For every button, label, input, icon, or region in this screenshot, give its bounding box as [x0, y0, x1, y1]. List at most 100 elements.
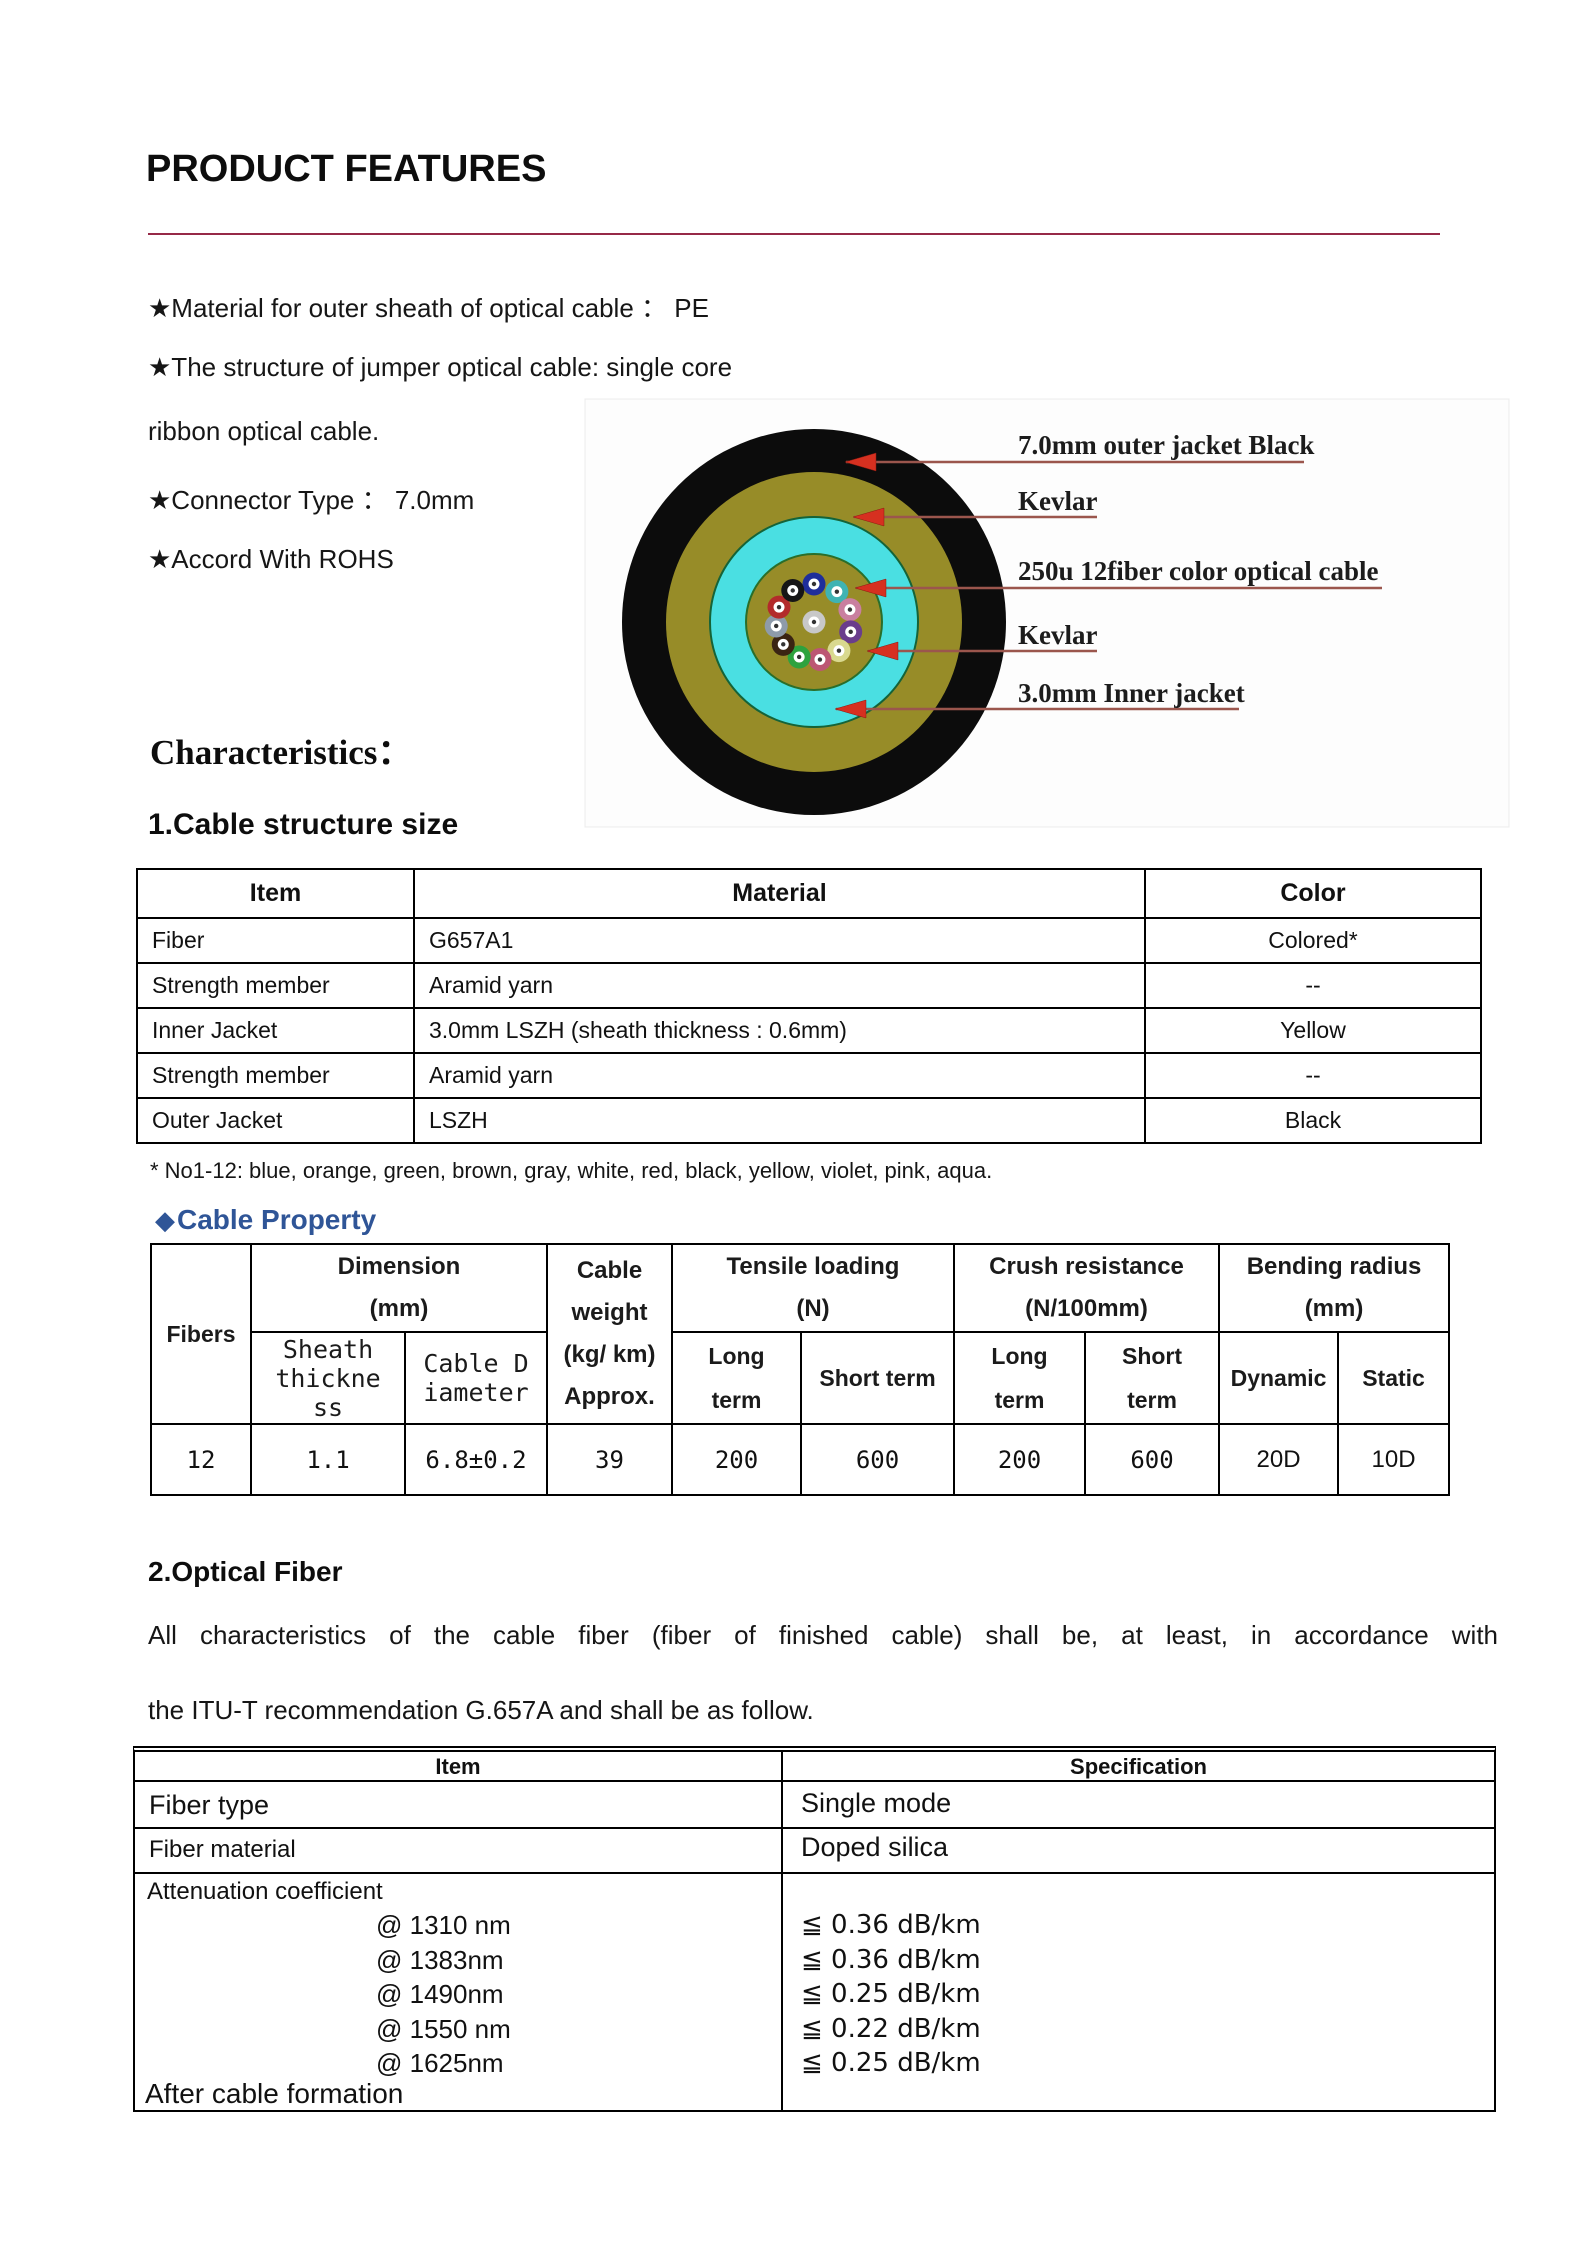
column-header-crush-short: Short term [1084, 1331, 1221, 1425]
table-row: Outer Jacket LSZH Black [136, 1097, 1482, 1144]
feature-item: ★Connector Type ： 7.0mm [148, 485, 475, 515]
table-row: Strength member Aramid yarn -- [136, 962, 1482, 1009]
cell-material: LSZH [413, 1097, 1146, 1144]
cell-material: 3.0mm LSZH (sheath thickness : 0.6mm) [413, 1007, 1146, 1054]
column-header-static: Static [1337, 1331, 1451, 1425]
cell-color: Yellow [1144, 1007, 1482, 1054]
figure-label-kevlar-outer: Kevlar [1018, 486, 1098, 516]
figure-label-outer-jacket: 7.0mm outer jacket Black [1018, 430, 1315, 460]
column-header-dynamic: Dynamic [1218, 1331, 1340, 1425]
wavelength-item: @ 1490nm [376, 1979, 504, 2009]
wavelength-item: @ 1550 nm [376, 2014, 511, 2044]
label-line: weight [571, 1299, 648, 1326]
group-label: Crush resistance [989, 1253, 1184, 1280]
data-row: 12 1.1 6.8±0.2 39 200 600 200 600 20D 10… [150, 1423, 1451, 1496]
spec-value: ≦ 0.25 dB/km [801, 2048, 981, 2078]
cell-item: Outer Jacket [136, 1097, 415, 1144]
spec-value: ≦ 0.36 dB/km [801, 1945, 981, 1975]
table-line [135, 1827, 1494, 1829]
color-code-footnote: * No1-12: blue, orange, green, brown, gr… [150, 1158, 993, 1183]
wavelength-item: @ 1625nm [376, 2048, 504, 2078]
group-unit: (N/100mm) [1025, 1295, 1148, 1322]
label: Long term [991, 1343, 1048, 1413]
cell-item: Inner Jacket [136, 1007, 415, 1054]
label: Long term [708, 1343, 765, 1413]
label-line: Approx. [564, 1383, 655, 1410]
column-header-item: Item [136, 868, 415, 919]
group-unit: (mm) [369, 1295, 429, 1322]
callout-lines [836, 460, 1382, 711]
group-header-tensile: Tensile loading (N) [670, 1243, 956, 1333]
group-unit: (N) [796, 1295, 830, 1322]
label: Short term [819, 1365, 936, 1391]
value-crush-long: 200 [953, 1423, 1087, 1496]
value-tensile-long: 200 [671, 1423, 802, 1496]
feature-item: ★The structure of jumper optical cable: … [148, 352, 733, 382]
value-tensile-short: 600 [799, 1423, 956, 1496]
cell-color: -- [1144, 1052, 1482, 1099]
cell-color: Black [1144, 1097, 1482, 1144]
value-cable-diameter: 6.8±0.2 [404, 1423, 548, 1496]
cable-cross-section-figure [584, 398, 1510, 828]
cell-material: Aramid yarn [413, 962, 1146, 1009]
fiber-spec-table: Item Specification Fiber type Single mod… [133, 1746, 1496, 2112]
feature-item: ★Accord With ROHS [148, 544, 394, 574]
group-label: Dimension [337, 1253, 461, 1280]
table-line [135, 1872, 1494, 1874]
table-row: Fiber G657A1 Colored* [136, 917, 1482, 964]
table-line [135, 1780, 1494, 1782]
cell-spec: Single mode [801, 1788, 952, 1818]
spec-value: ≦ 0.36 dB/km [801, 1910, 981, 1940]
cable-property-heading: ◆Cable Property [155, 1204, 376, 1236]
cell-item: Strength member [136, 1052, 415, 1099]
cable-property-table: Fibers Dimension (mm) Cable weight (kg/ … [150, 1243, 1451, 1496]
callout-arrowheads [834, 452, 899, 719]
spec-value: ≦ 0.25 dB/km [801, 1979, 981, 2009]
diamond-icon: ◆ [155, 1205, 175, 1235]
column-header-crush-long: Long term [953, 1331, 1087, 1425]
column-header-tensile-long: Long term [671, 1331, 802, 1425]
label: Cable Diameter [423, 1349, 529, 1407]
figure-label-inner-jacket: 3.0mm Inner jacket [1018, 678, 1245, 708]
table-row: Inner Jacket 3.0mm LSZH (sheath thicknes… [136, 1007, 1482, 1054]
group-header-crush: Crush resistance (N/100mm) [953, 1243, 1221, 1333]
table-line [781, 1752, 783, 2110]
cell-color: -- [1144, 962, 1482, 1009]
figure-label-fiber: 250u 12fiber color optical cable [1018, 556, 1379, 586]
cell-spec: Doped silica [801, 1832, 949, 1862]
value-bending-static: 10D [1337, 1423, 1451, 1496]
figure-label-kevlar-inner: Kevlar [1018, 620, 1098, 650]
column-header-cable-weight: Cable weight (kg/ km) Approx. [546, 1243, 673, 1425]
fiber-dots-group [764, 572, 863, 672]
group-header-dimension: Dimension (mm) [250, 1243, 548, 1333]
title-divider-rule [148, 233, 1440, 235]
group-label: Bending radius [1246, 1253, 1422, 1280]
group-header-bending: Bending radius (mm) [1218, 1243, 1451, 1333]
cell-material: G657A1 [413, 917, 1146, 964]
label: Sheath thickness [275, 1334, 381, 1422]
label-line: (kg/ km) [563, 1341, 656, 1368]
column-header-sheath-thickness: Sheath thickness [250, 1331, 406, 1425]
value-crush-short: 600 [1084, 1423, 1221, 1496]
cable-property-heading-label: Cable Property [177, 1204, 377, 1235]
table-row: Strength member Aramid yarn -- [136, 1052, 1482, 1099]
group-unit: (mm) [1304, 1295, 1364, 1322]
value-sheath-thickness: 1.1 [250, 1423, 406, 1496]
label: Short term [1121, 1343, 1183, 1413]
group-label: Tensile loading [726, 1253, 900, 1280]
cell-item: Fiber type [149, 1790, 270, 1820]
cell-color: Colored* [1144, 917, 1482, 964]
column-header-material: Material [413, 868, 1146, 919]
cell-item: Fiber material [149, 1836, 296, 1863]
wavelength-item: @ 1310 nm [376, 1910, 511, 1940]
column-header-item: Item [435, 1754, 481, 1779]
value-cable-weight: 39 [546, 1423, 673, 1496]
attenuation-label: Attenuation coefficient [147, 1878, 383, 1905]
column-header-fibers: Fibers [150, 1243, 252, 1425]
label-line: Cable [576, 1257, 643, 1284]
section2-paragraph-line2: the ITU-T recommendation G.657A and shal… [148, 1695, 814, 1725]
section2-paragraph-line1: All characteristics of the cable fiber (… [148, 1620, 1498, 1650]
characteristics-heading: Characteristics： [150, 733, 413, 772]
section2-heading: 2.Optical Fiber [148, 1556, 343, 1587]
